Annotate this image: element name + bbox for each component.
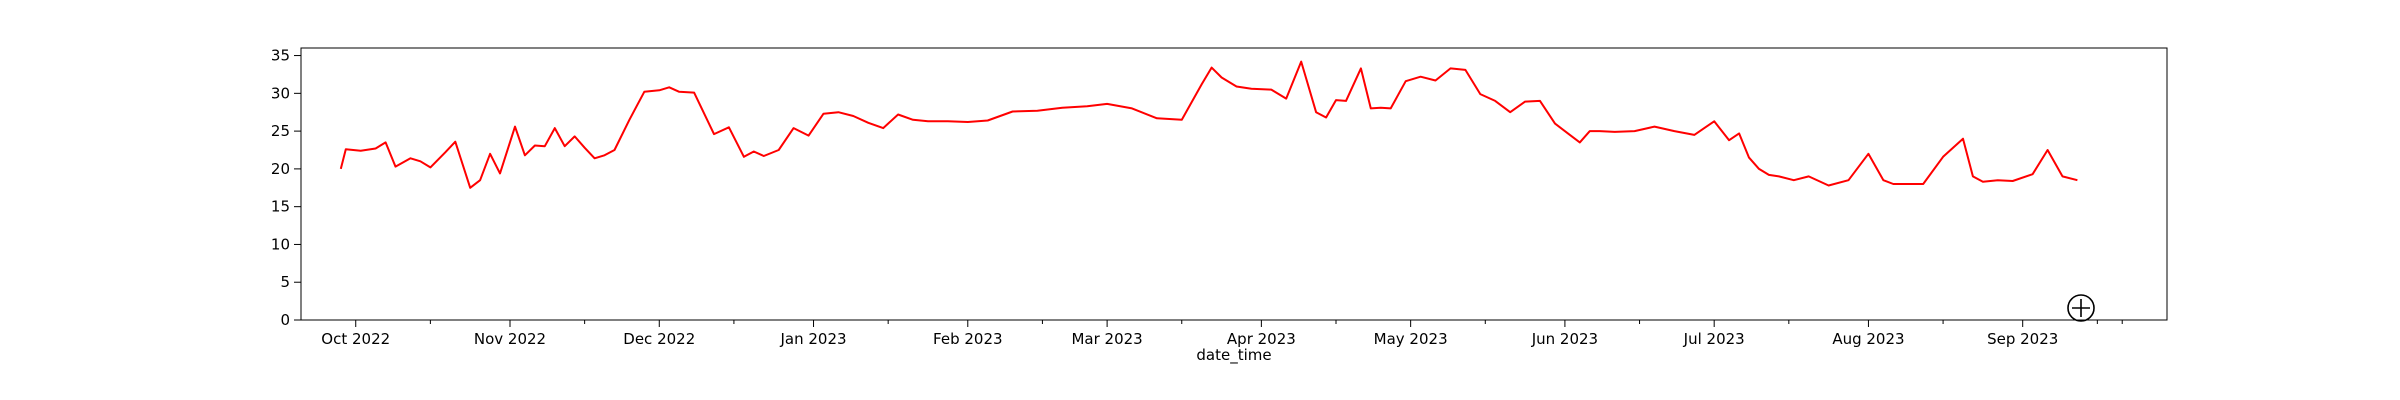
x-tick-label: Jan 2023 [779, 330, 846, 348]
x-tick-label: Oct 2022 [321, 330, 390, 348]
series-layer [339, 60, 2078, 189]
y-tick-label: 10 [271, 235, 290, 253]
x-tick-label: Mar 2023 [1071, 330, 1142, 348]
y-tick-label: 20 [271, 160, 290, 178]
x-tick-label: Jul 2023 [1683, 330, 1745, 348]
y-tick-label: 25 [271, 122, 290, 140]
x-tick-label: Jun 2023 [1531, 330, 1598, 348]
y-axis: 0 5 10 15 20 25 30 35 [271, 47, 301, 329]
x-axis: Oct 2022 Nov 2022 Dec 2022 Jan 2023 Feb 2023… [321, 320, 2123, 348]
x-tick-label: Sep 2023 [1987, 330, 2058, 348]
y-tick-label: 30 [271, 84, 290, 102]
x-tick-label: Apr 2023 [1227, 330, 1296, 348]
x-axis-label: date_time [1196, 346, 1271, 365]
x-tick-label: Nov 2022 [474, 330, 546, 348]
y-tick-label: 0 [280, 311, 290, 329]
x-tick-label: Aug 2023 [1832, 330, 1904, 348]
x-tick-label: Feb 2023 [933, 330, 1003, 348]
crosshair-circle-icon [2067, 294, 2095, 322]
plot-frame [300, 47, 2168, 321]
y-tick-label: 5 [280, 273, 290, 291]
x-tick-label: May 2023 [1374, 330, 1448, 348]
y-tick-label: 35 [271, 47, 290, 65]
series-line-0 [339, 60, 2078, 189]
y-tick-label: 15 [271, 198, 290, 216]
x-tick-label: Dec 2022 [623, 330, 695, 348]
